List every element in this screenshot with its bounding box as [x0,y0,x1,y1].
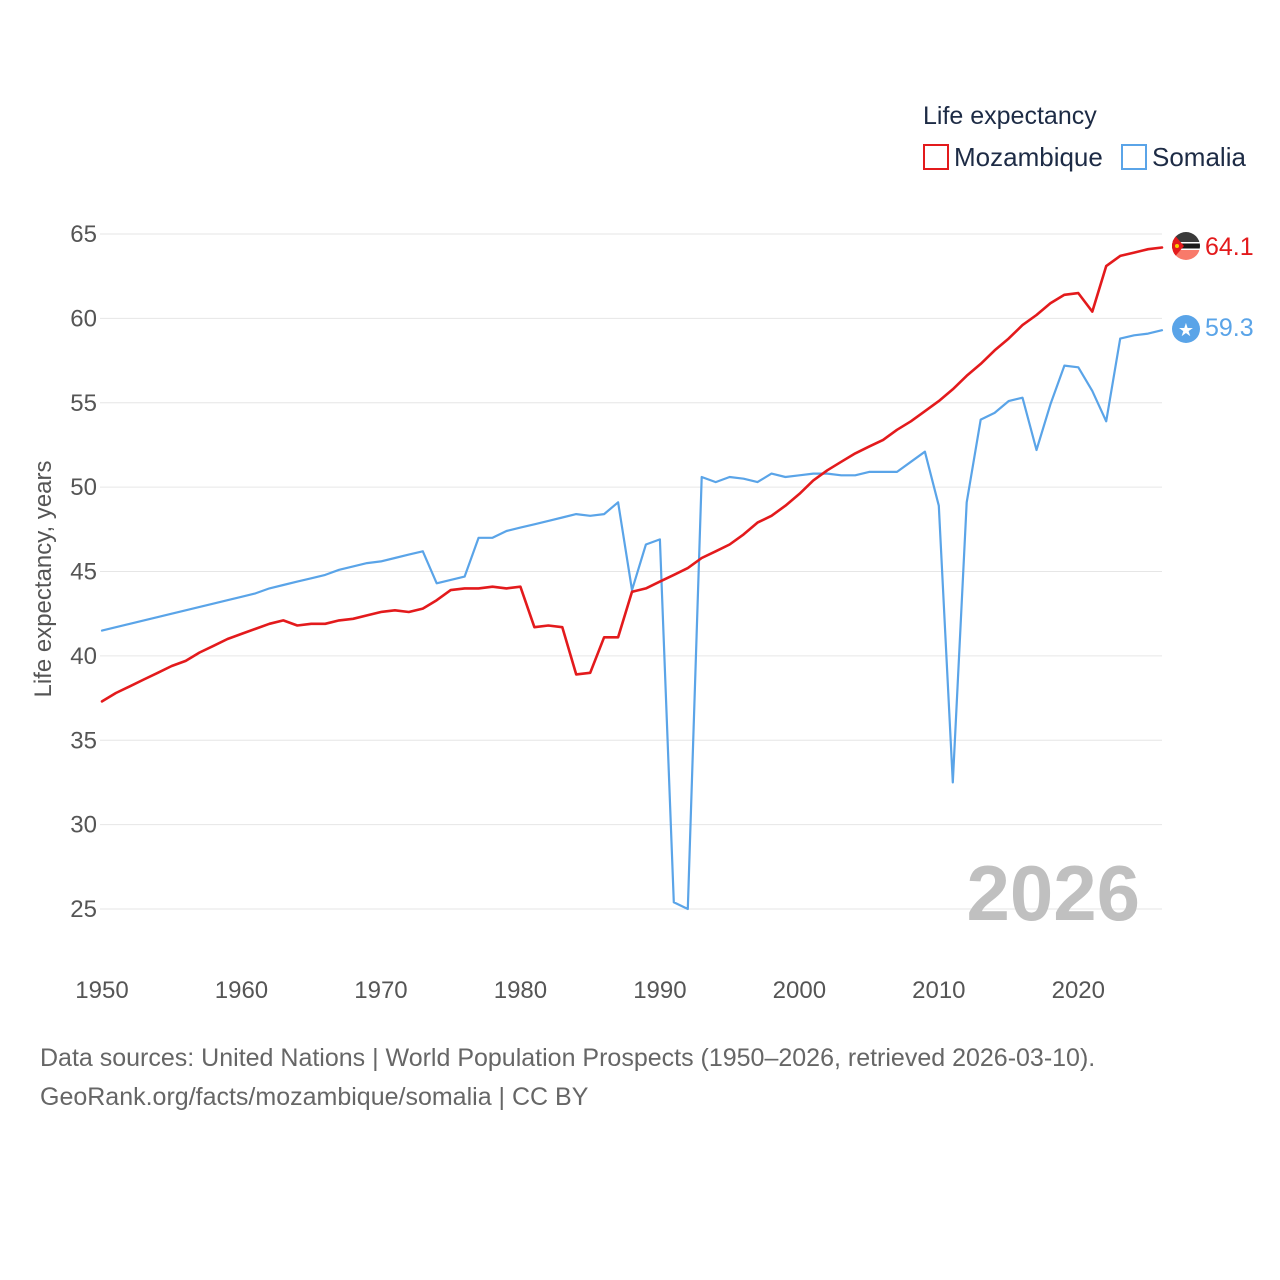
legend-title: Life expectancy [923,102,1097,130]
y-tick-label-30: 30 [70,812,97,839]
x-tick-label-1990: 1990 [633,977,686,1004]
x-tick-label-2020: 2020 [1052,977,1105,1004]
y-tick-label-55: 55 [70,390,97,417]
credit-link[interactable]: GeoRank.org/facts/mozambique/somalia | C… [40,1083,589,1111]
year-watermark: 2026 [966,849,1140,937]
series-lines [100,246,1164,911]
data-source-note: Data sources: United Nations | World Pop… [40,1044,1096,1072]
legend-label-somalia: Somalia [1152,142,1246,172]
end-value-somalia: 59.3 [1205,314,1254,342]
svg-text:★: ★ [1178,320,1194,341]
line-chart: 25 30 35 40 45 50 55 60 65 1950 1960 1970 1980 1990 2… [30,102,1254,1004]
y-tick-label-50: 50 [70,474,97,501]
legend: Life expectancy Mozambique Somalia [923,102,1246,172]
series-line-somalia [100,329,1164,911]
legend-swatch-mozambique [923,144,949,170]
x-tick-label-2010: 2010 [912,977,965,1004]
series-line-mozambique [100,246,1164,703]
legend-label-mozambique: Mozambique [954,142,1103,172]
gridlines [100,233,1162,910]
y-tick-label-25: 25 [70,896,97,923]
x-tick-label-1980: 1980 [494,977,547,1004]
mozambique-flag-icon [1172,232,1200,260]
x-tick-label-1960: 1960 [215,977,268,1004]
legend-swatch-somalia [1121,144,1147,170]
x-axis-ticks: 1950 1960 1970 1980 1990 2000 2010 2020 [75,977,1105,1004]
y-tick-label-60: 60 [70,305,97,332]
x-tick-label-1950: 1950 [75,977,128,1004]
y-axis-title: Life expectancy, years [30,460,57,697]
y-tick-label-40: 40 [70,643,97,670]
y-tick-label-65: 65 [70,221,97,248]
x-tick-label-2000: 2000 [773,977,826,1004]
y-axis-ticks: 25 30 35 40 45 50 55 60 65 [70,221,97,923]
end-value-mozambique: 64.1 [1205,233,1254,261]
y-tick-label-45: 45 [70,559,97,586]
somalia-flag-icon: ★ [1172,315,1200,343]
y-tick-label-35: 35 [70,727,97,754]
x-tick-label-1970: 1970 [354,977,407,1004]
